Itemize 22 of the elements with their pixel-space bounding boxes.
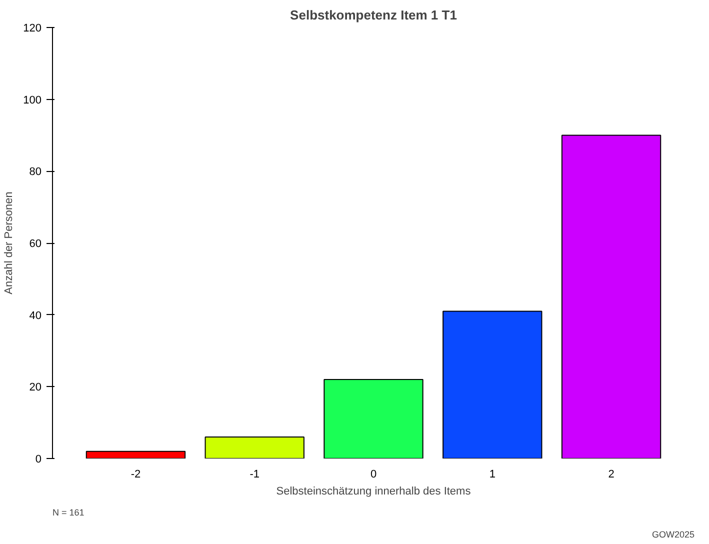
bar — [204, 436, 304, 458]
bar — [561, 134, 662, 458]
x-tick-label: 1 — [489, 468, 496, 480]
text: N = 161 — [52, 508, 84, 518]
x-tick-label: 2 — [608, 468, 614, 480]
y-tick-label: 80 — [29, 166, 42, 178]
bar — [86, 450, 186, 458]
x-tick-label: -1 — [250, 468, 260, 480]
x-axis-title: Selbsteinschätzung innerhalb des Items — [276, 486, 472, 498]
y-tick-label: 60 — [29, 238, 42, 250]
text: GOW2025 — [652, 530, 695, 540]
y-tick-label: 0 — [35, 454, 42, 466]
bar — [324, 378, 424, 458]
y-tick-label: 40 — [29, 310, 42, 322]
x-tick-label: -2 — [130, 468, 141, 480]
y-tick-label: 100 — [23, 94, 42, 106]
y-axis-title: Anzahl der Personen — [3, 192, 16, 294]
y-tick-label: 120 — [23, 22, 42, 34]
y-tick-label: 20 — [29, 382, 42, 394]
x-tick-label: 0 — [370, 468, 377, 480]
chart-title: Selbstkompetenz Item 1 T1 — [290, 8, 457, 22]
bar — [442, 310, 542, 458]
